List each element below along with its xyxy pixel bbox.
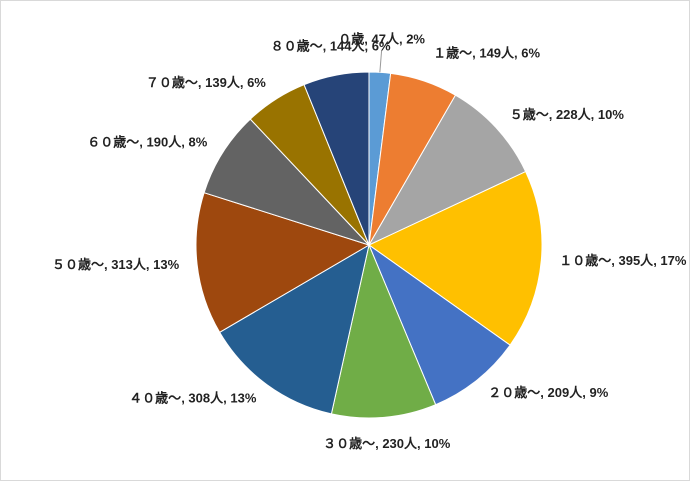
data-label: ７０歳～, 139人, 6% — [146, 76, 266, 91]
pie-slice — [203, 118, 371, 247]
label-category: ２０歳～ — [488, 386, 540, 401]
label-separator: , — [181, 135, 188, 150]
label-separator: , — [323, 39, 330, 54]
label-value: 47人 — [371, 32, 399, 47]
label-category: ６０歳～ — [87, 135, 139, 150]
data-label: ５歳～, 228人, 10% — [510, 107, 625, 122]
pie-slice — [195, 192, 371, 333]
label-category: ０歳 — [338, 32, 364, 47]
label-category: ５歳～ — [510, 107, 549, 122]
label-separator: , — [514, 46, 521, 61]
label-percent: 8% — [188, 135, 207, 150]
label-separator: , — [146, 258, 153, 273]
label-percent: 6% — [372, 39, 391, 54]
label-separator: , — [375, 437, 382, 452]
leader-line — [379, 50, 383, 73]
pie-slice — [367, 243, 511, 406]
label-separator: , — [611, 254, 618, 269]
label-separator: , — [417, 437, 424, 452]
label-value: 144人 — [330, 39, 366, 54]
label-value: 308人 — [188, 391, 224, 406]
data-label: ３０歳～, 230人, 10% — [323, 437, 451, 452]
label-value: 230人 — [382, 437, 418, 452]
data-label: １歳～, 149人, 6% — [433, 46, 540, 61]
label-separator: , — [653, 254, 660, 269]
pie-slice — [303, 71, 370, 246]
label-separator: , — [582, 386, 589, 401]
label-separator: , — [540, 386, 547, 401]
label-separator: , — [472, 46, 479, 61]
label-percent: 6% — [521, 46, 540, 61]
label-percent: 13% — [230, 391, 256, 406]
label-separator: , — [198, 76, 205, 91]
pie-slice — [218, 243, 370, 415]
label-separator: , — [223, 391, 230, 406]
label-category: ３０歳～ — [323, 437, 375, 452]
label-separator: , — [365, 39, 372, 54]
data-label: ４０歳～, 308人, 13% — [129, 391, 257, 406]
label-value: 190人 — [147, 135, 183, 150]
label-percent: 6% — [247, 76, 266, 91]
label-percent: 10% — [598, 107, 624, 122]
label-percent: 13% — [153, 258, 179, 273]
label-separator: , — [139, 135, 146, 150]
label-separator: , — [591, 107, 598, 122]
label-value: 149人 — [479, 46, 515, 61]
label-category: １歳～ — [433, 46, 472, 61]
data-label: １０歳～, 395人, 17% — [559, 254, 687, 269]
label-separator: , — [549, 107, 556, 122]
data-label: ８０歳～, 144人, 6% — [271, 39, 391, 54]
label-percent: 9% — [589, 386, 608, 401]
label-value: 313人 — [111, 258, 147, 273]
label-value: 139人 — [205, 76, 241, 91]
label-category: ８０歳～ — [271, 39, 323, 54]
label-category: ５０歳～ — [52, 258, 104, 273]
label-value: 395人 — [618, 254, 654, 269]
label-separator: , — [181, 391, 188, 406]
label-separator: , — [364, 32, 371, 47]
label-percent: 2% — [406, 32, 425, 47]
data-label: ６０歳～, 190人, 8% — [87, 135, 207, 150]
data-label: ５０歳～, 313人, 13% — [52, 258, 180, 273]
data-label: ０歳, 47人, 2% — [338, 32, 425, 47]
label-separator: , — [104, 258, 111, 273]
label-separator: , — [240, 76, 247, 91]
pie-slice — [368, 170, 543, 346]
data-label: ２０歳～, 209人, 9% — [488, 386, 608, 401]
label-value: 209人 — [548, 386, 584, 401]
pie-slice — [330, 243, 437, 419]
label-separator: , — [399, 32, 406, 47]
label-category: ７０歳～ — [146, 76, 198, 91]
label-category: ４０歳～ — [129, 391, 181, 406]
label-percent: 17% — [660, 254, 686, 269]
label-percent: 10% — [424, 437, 450, 452]
pie-slice — [367, 94, 527, 247]
label-category: １０歳～ — [559, 254, 611, 269]
label-value: 228人 — [556, 107, 592, 122]
